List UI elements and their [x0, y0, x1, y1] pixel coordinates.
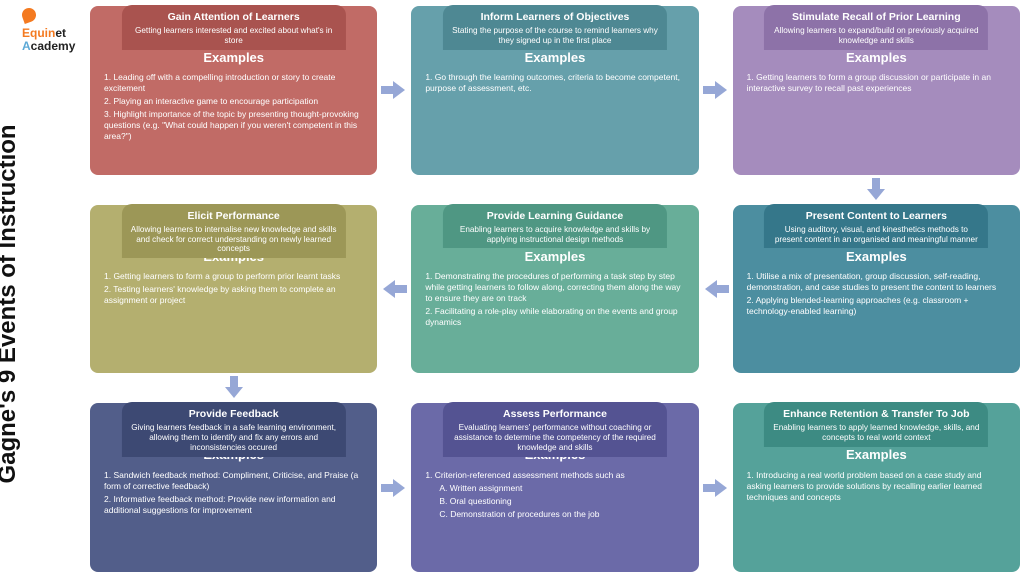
examples-list: 1. Criterion-referenced assessment metho…	[421, 470, 688, 520]
card-assess-performance: Assess Performance Evaluating learners' …	[411, 403, 698, 572]
card-title: Inform Learners of Objectives	[451, 11, 659, 24]
examples-list: 1. Go through the learning outcomes, cri…	[421, 72, 688, 94]
card-subtitle: Allowing learners to internalise new kno…	[130, 225, 338, 255]
examples-list: 1. Introducing a real world problem base…	[743, 470, 1010, 503]
diagram-grid: Gain Attention of Learners Getting learn…	[90, 6, 1020, 572]
examples-heading: Examples	[421, 50, 688, 66]
card-tab: Inform Learners of Objectives Stating th…	[443, 5, 667, 50]
logo-bird-icon	[20, 6, 38, 24]
card-subtitle: Getting learners interested and excited …	[130, 26, 338, 46]
card-subtitle: Enabling learners to apply learned knowl…	[772, 423, 980, 443]
card-present-content: Present Content to Learners Using audito…	[733, 205, 1020, 374]
card-title: Elicit Performance	[130, 210, 338, 223]
examples-list: 1. Getting learners to form a group disc…	[743, 72, 1010, 94]
examples-heading: Examples	[743, 249, 1010, 265]
arrow-down-icon	[90, 373, 377, 403]
card-subtitle: Evaluating learners' performance without…	[451, 423, 659, 453]
card-title: Provide Learning Guidance	[451, 210, 659, 223]
card-title: Enhance Retention & Transfer To Job	[772, 408, 980, 421]
arrow-left-icon	[699, 205, 733, 374]
card-tab: Elicit Performance Allowing learners to …	[122, 204, 346, 259]
card-tab: Present Content to Learners Using audito…	[764, 204, 988, 249]
card-inform-objectives: Inform Learners of Objectives Stating th…	[411, 6, 698, 175]
examples-list: 1. Leading off with a compelling introdu…	[100, 72, 367, 142]
card-subtitle: Using auditory, visual, and kinesthetics…	[772, 225, 980, 245]
arrow-left-icon	[377, 205, 411, 374]
card-tab: Provide Feedback Giving learners feedbac…	[122, 402, 346, 457]
card-stimulate-recall: Stimulate Recall of Prior Learning Allow…	[733, 6, 1020, 175]
arrow-right-icon	[377, 6, 411, 175]
card-tab: Gain Attention of Learners Getting learn…	[122, 5, 346, 50]
logo: Equinet Academy	[22, 8, 75, 54]
card-title: Stimulate Recall of Prior Learning	[772, 11, 980, 24]
main-title: Gagne's 9 Events of Instruction	[0, 124, 22, 483]
card-tab: Enhance Retention & Transfer To Job Enab…	[764, 402, 988, 447]
card-gain-attention: Gain Attention of Learners Getting learn…	[90, 6, 377, 175]
card-provide-guidance: Provide Learning Guidance Enabling learn…	[411, 205, 698, 374]
card-title: Assess Performance	[451, 408, 659, 421]
card-enhance-retention: Enhance Retention & Transfer To Job Enab…	[733, 403, 1020, 572]
logo-text: Equin	[22, 26, 55, 40]
arrow-right-icon	[699, 6, 733, 175]
card-tab: Provide Learning Guidance Enabling learn…	[443, 204, 667, 249]
examples-list: 1. Demonstrating the procedures of perfo…	[421, 271, 688, 328]
card-provide-feedback: Provide Feedback Giving learners feedbac…	[90, 403, 377, 572]
card-title: Present Content to Learners	[772, 210, 980, 223]
card-tab: Assess Performance Evaluating learners' …	[443, 402, 667, 457]
examples-heading: Examples	[743, 447, 1010, 463]
examples-heading: Examples	[421, 249, 688, 265]
examples-heading: Examples	[743, 50, 1010, 66]
examples-list: 1. Getting learners to form a group to p…	[100, 271, 367, 306]
examples-heading: Examples	[100, 50, 367, 66]
examples-list: 1. Sandwich feedback method: Compliment,…	[100, 470, 367, 516]
arrow-right-icon	[377, 403, 411, 572]
card-subtitle: Enabling learners to acquire knowledge a…	[451, 225, 659, 245]
card-subtitle: Giving learners feedback in a safe learn…	[130, 423, 338, 453]
card-subtitle: Stating the purpose of the course to rem…	[451, 26, 659, 46]
card-title: Provide Feedback	[130, 408, 338, 421]
arrow-right-icon	[699, 403, 733, 572]
card-elicit-performance: Elicit Performance Allowing learners to …	[90, 205, 377, 374]
card-tab: Stimulate Recall of Prior Learning Allow…	[764, 5, 988, 50]
card-subtitle: Allowing learners to expand/build on pre…	[772, 26, 980, 46]
examples-list: 1. Utilise a mix of presentation, group …	[743, 271, 1010, 317]
arrow-down-icon	[733, 175, 1020, 205]
card-title: Gain Attention of Learners	[130, 11, 338, 24]
